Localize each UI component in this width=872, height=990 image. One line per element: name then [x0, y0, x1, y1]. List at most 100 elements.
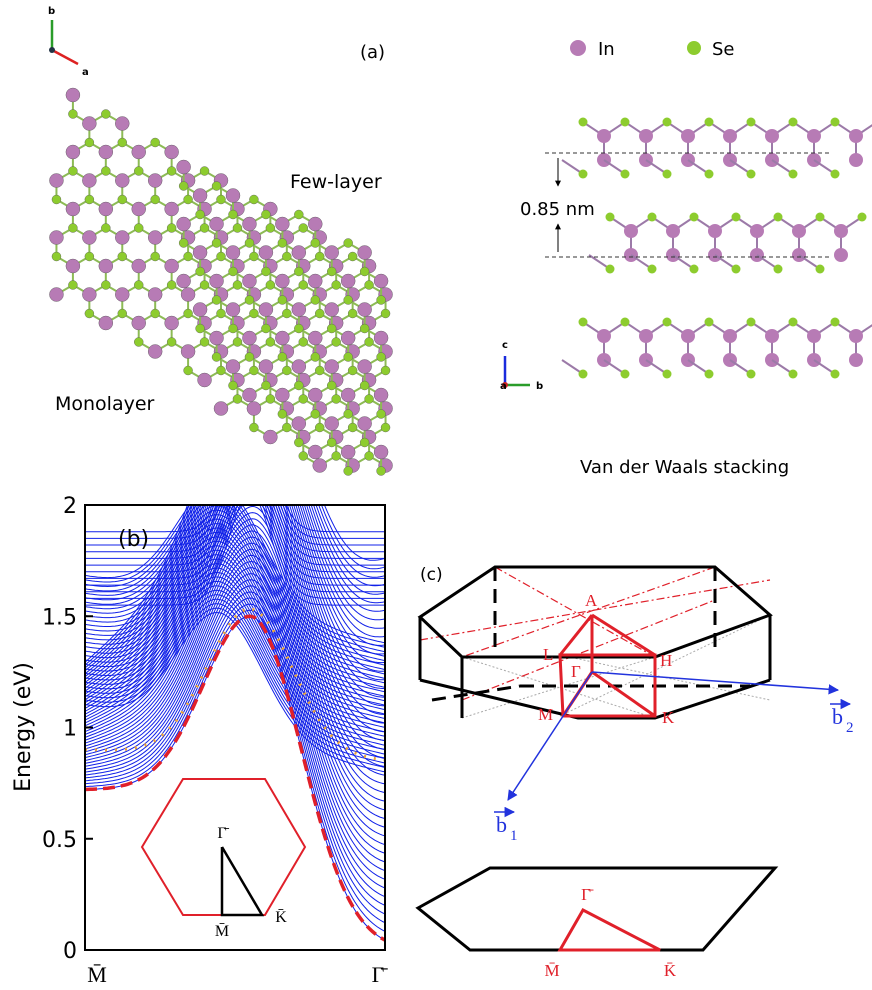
spacing-marker [545, 152, 830, 258]
in-atom [197, 372, 212, 388]
se-atom [101, 223, 111, 233]
se-atom [228, 380, 238, 391]
axis-label: b [536, 381, 543, 392]
se-atom [830, 369, 840, 379]
se-atom [211, 295, 222, 305]
se-atom [746, 169, 756, 179]
se-atom [788, 169, 798, 179]
in-atom [176, 216, 191, 232]
in-atom [65, 201, 81, 217]
se-atom [183, 251, 193, 262]
se-atom [605, 212, 615, 222]
band [85, 505, 385, 683]
band [85, 505, 385, 704]
in-atom [164, 258, 179, 274]
annotation: Monolayer [55, 393, 155, 415]
se-atom [199, 280, 210, 290]
se-atom [117, 308, 127, 319]
in-atom [176, 159, 191, 175]
band [85, 558, 385, 719]
se-atom [51, 194, 62, 205]
se-atom [662, 369, 672, 379]
in-atom [357, 416, 372, 431]
se-atom [265, 223, 276, 233]
in-atom [180, 287, 196, 302]
se-atom [662, 317, 672, 327]
in-atom [639, 329, 653, 343]
in-atom [792, 224, 806, 238]
se-atom [68, 223, 78, 233]
in-atom [176, 273, 191, 289]
se-atom [216, 308, 226, 319]
in-atom [82, 230, 97, 245]
se-atom [815, 264, 825, 274]
point-label: A [585, 591, 598, 610]
se-atom [620, 117, 630, 127]
se-atom [315, 308, 325, 319]
in-atom [225, 245, 241, 260]
se-atom [315, 422, 325, 433]
in-atom [115, 173, 130, 188]
se-atom [199, 166, 210, 176]
legend-marker [570, 40, 586, 56]
se-atom [773, 264, 783, 274]
se-atom [228, 266, 238, 277]
in-atom [312, 458, 327, 473]
se-atom [815, 212, 825, 222]
se-atom [84, 194, 95, 205]
se-atom [249, 308, 259, 319]
band [85, 505, 385, 533]
se-atom [195, 323, 205, 334]
band [85, 505, 385, 712]
se-atom [232, 280, 243, 290]
in-atom [275, 216, 290, 232]
surface-bz: Γ̄ M̄ K̄ [415, 866, 779, 980]
se-atom [376, 409, 386, 419]
in-atom [65, 144, 81, 160]
se-atom [294, 209, 304, 220]
se-atom [211, 181, 222, 191]
band [85, 532, 385, 693]
se-atom [315, 251, 325, 262]
y-tick-label: 0 [63, 939, 77, 964]
in-atom [849, 129, 863, 143]
in-atom [291, 302, 307, 317]
x-tick-label: M̄ [87, 962, 107, 987]
se-atom [261, 209, 271, 220]
se-atom [380, 422, 391, 433]
vector-label: b [496, 812, 507, 837]
in-atom [209, 330, 224, 346]
band [85, 540, 385, 702]
band [85, 514, 385, 675]
in-atom [340, 330, 356, 346]
se-atom [211, 238, 222, 248]
in-atom [681, 129, 695, 143]
se-atom [310, 409, 320, 419]
lattice-top-view [49, 87, 393, 476]
se-atom [298, 394, 308, 404]
se-atom [331, 394, 341, 404]
axis-label: c [502, 340, 508, 351]
se-atom [331, 280, 341, 290]
band [85, 505, 385, 672]
in-atom [291, 359, 307, 374]
se-atom [166, 166, 177, 176]
in-atom [765, 329, 779, 343]
se-atom [731, 264, 741, 274]
se-atom [199, 337, 210, 347]
se-atom [183, 194, 193, 205]
in-atom [242, 330, 257, 346]
band [85, 598, 385, 760]
se-atom [150, 194, 160, 205]
in-atom [723, 129, 737, 143]
se-atom [830, 117, 840, 127]
axis-label: a [82, 67, 89, 78]
se-atom [282, 308, 292, 319]
in-atom [242, 273, 257, 289]
in-atom [209, 273, 224, 289]
band [85, 505, 385, 539]
in-atom [275, 387, 290, 403]
se-atom [101, 280, 111, 290]
in-atom [834, 248, 848, 262]
